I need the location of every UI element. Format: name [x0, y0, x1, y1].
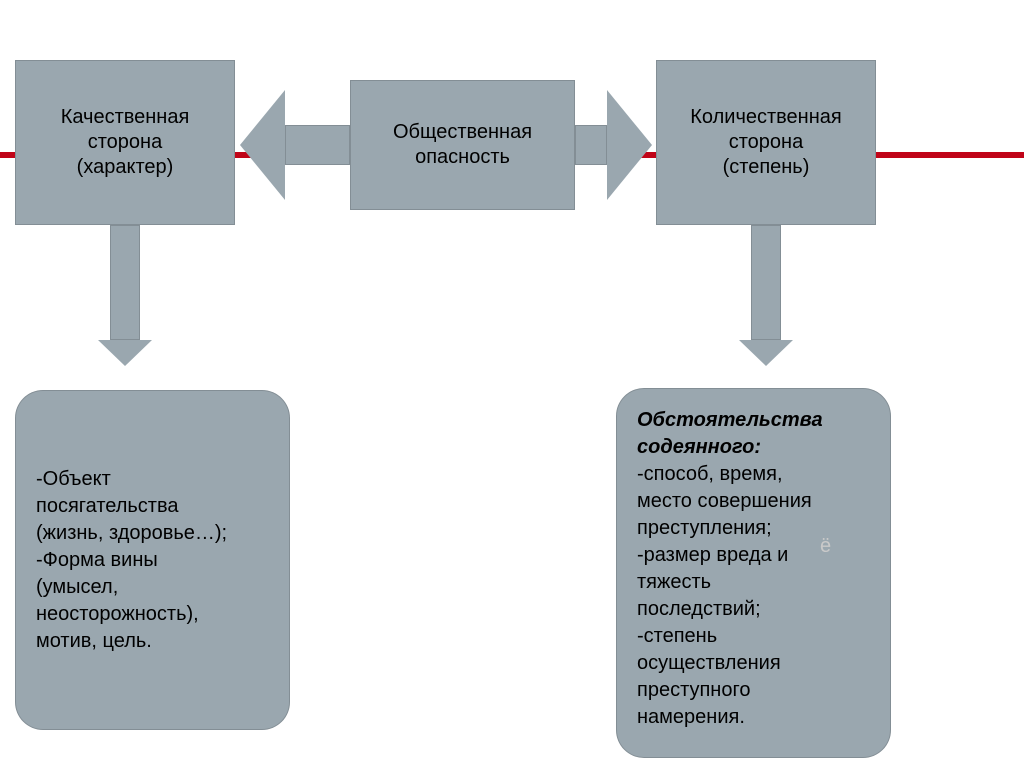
panel-line: последствий;: [637, 596, 870, 623]
box-quantitative-side: Количественная сторона (степень): [656, 60, 876, 225]
panel-line: (жизнь, здоровье…);: [36, 520, 269, 547]
panel-line: осуществления: [637, 650, 870, 677]
box-right-line2: сторона: [690, 130, 841, 155]
panel-line: тяжесть: [637, 569, 870, 596]
box-right-line1: Количественная: [690, 105, 841, 130]
panel-title: Обстоятельства содеянного:: [637, 407, 870, 461]
panel-line: мотив, цель.: [36, 628, 269, 655]
panel-line: преступления;: [637, 515, 870, 542]
box-left-line2: сторона: [61, 130, 190, 155]
panel-line: неосторожность),: [36, 601, 269, 628]
panel-line: -способ, время,: [637, 461, 870, 488]
panel-line: (умысел,: [36, 574, 269, 601]
box-public-danger: Общественная опасность: [350, 80, 575, 210]
panel-line: посягательства: [36, 493, 269, 520]
stray-character: ё: [820, 535, 831, 558]
panel-line: намерения.: [637, 704, 870, 731]
box-center-line1: Общественная: [393, 120, 532, 145]
panel-line: -размер вреда и: [637, 542, 870, 569]
panel-line: -степень: [637, 623, 870, 650]
panel-quantitative-details: Обстоятельства содеянного:-способ, время…: [616, 388, 891, 758]
panel-line: -Объект: [36, 466, 269, 493]
box-center-line2: опасность: [393, 145, 532, 170]
box-left-line1: Качественная: [61, 105, 190, 130]
box-left-line3: (характер): [61, 155, 190, 180]
panel-line: место совершения: [637, 488, 870, 515]
box-right-line3: (степень): [690, 155, 841, 180]
box-qualitative-side: Качественная сторона (характер): [15, 60, 235, 225]
panel-qualitative-details: -Объектпосягательства(жизнь, здоровье…);…: [15, 390, 290, 730]
panel-line: преступного: [637, 677, 870, 704]
diagram-canvas: Качественная сторона (характер) Обществе…: [0, 0, 1024, 767]
panel-line: -Форма вины: [36, 547, 269, 574]
